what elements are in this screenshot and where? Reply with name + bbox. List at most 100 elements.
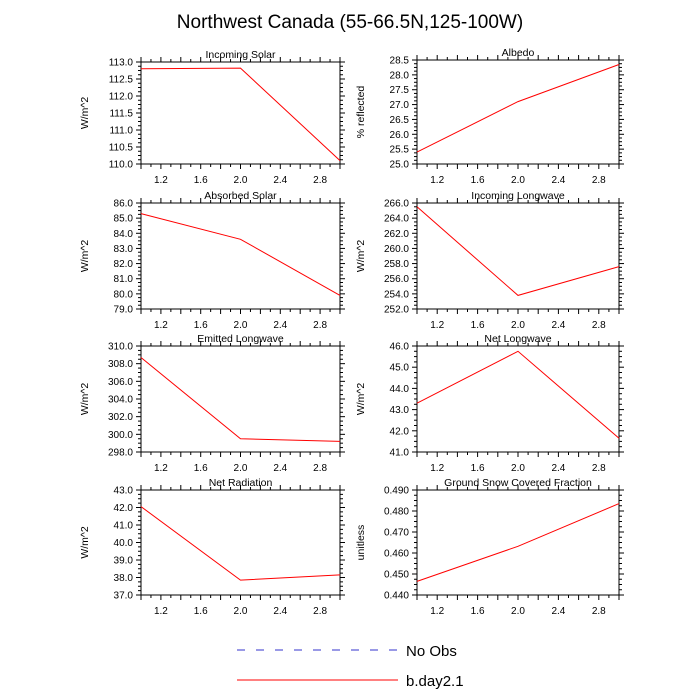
- panel-title: Incoming Solar: [205, 49, 276, 61]
- x-tick-label: 2.4: [273, 463, 287, 474]
- y-tick-label: 37.0: [114, 591, 134, 602]
- x-tick-label: 2.8: [313, 175, 327, 186]
- x-tick-label: 1.6: [194, 320, 208, 331]
- y-tick-label: 45.0: [390, 363, 410, 374]
- x-tick-label: 1.2: [430, 606, 444, 617]
- x-tick-label: 1.6: [471, 606, 485, 617]
- y-tick-label: 0.440: [384, 591, 409, 602]
- x-tick-label: 1.2: [430, 463, 444, 474]
- y-tick-label: 254.0: [384, 289, 409, 300]
- y-tick-label: 27.5: [390, 85, 410, 96]
- y-tick-label: 46.0: [390, 342, 410, 353]
- y-tick-label: 0.460: [384, 549, 409, 560]
- y-axis-label: unitless: [355, 525, 367, 561]
- x-tick-label: 1.2: [430, 175, 444, 186]
- y-tick-label: 266.0: [384, 199, 409, 210]
- x-tick-label: 2.8: [313, 320, 327, 331]
- y-tick-label: 111.5: [109, 109, 133, 120]
- y-tick-label: 41.0: [114, 521, 134, 532]
- y-tick-label: 43.0: [390, 405, 410, 416]
- y-axis-label: % reflected: [355, 86, 367, 139]
- chart-panel-7: Ground Snow Covered Fraction unitless 1.2 1…: [355, 477, 624, 617]
- series-line-b-day2-1: [140, 67, 341, 161]
- plot-frame: [140, 489, 341, 596]
- y-tick-label: 0.450: [384, 570, 409, 581]
- series-line-b-day2-1: [416, 206, 620, 296]
- panel-title: Ground Snow Covered Fraction: [444, 477, 592, 489]
- x-tick-label: 1.2: [154, 606, 168, 617]
- y-tick-label: 28.5: [390, 56, 410, 67]
- x-tick-label: 2.8: [592, 463, 606, 474]
- chart-panel-5: Net Longwave W/m^2 1.2 1.6 2.0 2.4 2.8 41.0 42.0…: [355, 333, 624, 474]
- y-tick-label: 112.5: [109, 75, 134, 86]
- x-tick-label: 2.0: [234, 175, 248, 186]
- y-tick-label: 0.480: [384, 507, 409, 518]
- chart-panel-1: Albedo % reflected 1.2 1.6 2.0 2.4 2.8 25.0 25.5…: [355, 47, 624, 186]
- x-tick-label: 2.8: [592, 320, 606, 331]
- y-tick-label: 84.0: [114, 229, 134, 240]
- x-tick-label: 2.4: [273, 606, 287, 617]
- x-tick-label: 1.2: [154, 175, 168, 186]
- y-tick-label: 25.0: [390, 160, 410, 171]
- x-tick-label: 1.6: [471, 320, 485, 331]
- series-line-b-day2-1: [140, 357, 341, 442]
- y-tick-label: 85.0: [114, 214, 134, 225]
- y-tick-label: 82.0: [114, 259, 134, 270]
- x-tick-label: 2.0: [511, 320, 525, 331]
- series-line-b-day2-1: [140, 213, 341, 296]
- y-tick-label: 42.0: [390, 426, 410, 437]
- series-line-b-day2-1: [416, 64, 620, 153]
- plot-frame: [140, 202, 341, 310]
- y-tick-label: 113.0: [109, 58, 134, 69]
- y-tick-label: 110.0: [109, 160, 134, 171]
- y-tick-label: 110.5: [109, 143, 134, 154]
- y-tick-label: 79.0: [114, 305, 134, 316]
- y-tick-label: 83.0: [114, 244, 134, 255]
- plot-frame: [140, 61, 341, 165]
- x-tick-label: 1.6: [194, 175, 208, 186]
- y-tick-label: 306.0: [108, 377, 133, 388]
- y-tick-label: 258.0: [384, 259, 409, 270]
- y-tick-label: 304.0: [108, 395, 133, 406]
- x-tick-label: 2.8: [313, 606, 327, 617]
- panel-title: Net Radiation: [209, 477, 273, 489]
- panel-title: Emitted Longwave: [197, 333, 284, 345]
- x-tick-label: 2.4: [273, 175, 287, 186]
- y-axis-label: W/m^2: [355, 240, 367, 273]
- chart-panel-0: Incoming Solar W/m^2 1.2 1.6 2.0 2.4 2.8 110.0 1…: [79, 49, 345, 186]
- x-tick-label: 2.4: [551, 175, 565, 186]
- y-tick-label: 308.0: [108, 359, 133, 370]
- y-tick-label: 260.0: [384, 244, 409, 255]
- y-tick-label: 256.0: [384, 274, 409, 285]
- y-tick-label: 28.0: [390, 70, 410, 81]
- x-tick-label: 2.8: [592, 606, 606, 617]
- y-tick-label: 262.0: [384, 229, 409, 240]
- x-tick-label: 1.2: [154, 463, 168, 474]
- y-tick-label: 264.0: [384, 214, 409, 225]
- chart-panel-3: Incoming Longwave W/m^2 1.2 1.6 2.0 2.4 2.8 252…: [355, 190, 624, 331]
- panel-title: Net Longwave: [484, 333, 551, 345]
- plot-frame: [416, 202, 620, 310]
- y-tick-label: 44.0: [390, 384, 410, 395]
- y-axis-label: W/m^2: [79, 526, 91, 559]
- y-tick-label: 302.0: [108, 412, 133, 423]
- chart-panel-2: Absorbed Solar W/m^2 1.2 1.6 2.0 2.4 2.8 79.0 80…: [79, 190, 345, 331]
- panel-title: Albedo: [502, 47, 535, 59]
- x-tick-label: 2.4: [273, 320, 287, 331]
- y-tick-label: 26.5: [390, 115, 410, 126]
- x-tick-label: 2.8: [313, 463, 327, 474]
- y-tick-label: 111.0: [109, 126, 133, 137]
- legend-label-no-obs: No Obs: [406, 643, 457, 660]
- panel-title: Incoming Longwave: [471, 190, 565, 202]
- y-axis-label: W/m^2: [79, 383, 91, 416]
- panel-title: Absorbed Solar: [204, 190, 277, 202]
- x-tick-label: 2.0: [511, 606, 525, 617]
- x-tick-label: 1.6: [471, 175, 485, 186]
- x-tick-label: 2.0: [234, 606, 248, 617]
- y-tick-label: 39.0: [114, 556, 134, 567]
- plot-frame: [416, 345, 620, 453]
- y-tick-label: 42.0: [114, 503, 134, 514]
- x-tick-label: 2.0: [511, 175, 525, 186]
- plot-frame: [140, 345, 341, 453]
